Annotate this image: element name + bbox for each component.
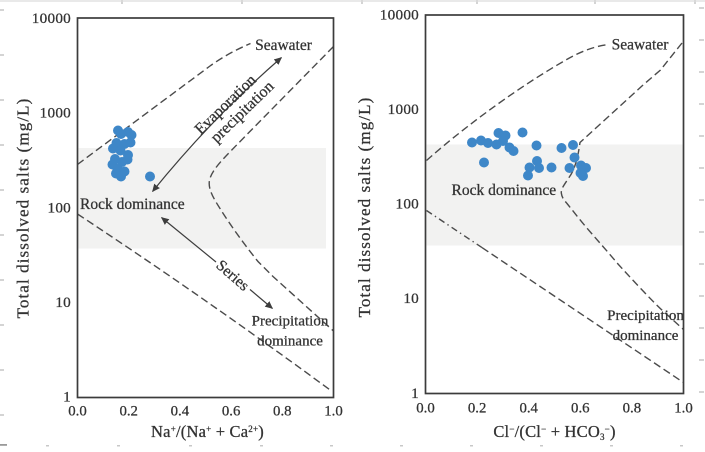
svg-text:0.4: 0.4 — [171, 404, 190, 420]
svg-text:10000: 10000 — [380, 7, 419, 24]
svg-text:10: 10 — [55, 294, 71, 311]
svg-text:10000: 10000 — [32, 10, 71, 27]
svg-text:1: 1 — [63, 389, 71, 406]
svg-text:1.0: 1.0 — [324, 404, 343, 420]
svg-text:Na+/(Na+ + Ca2+): Na+/(Na+ + Ca2+) — [151, 422, 264, 441]
svg-text:0.4: 0.4 — [519, 400, 538, 416]
svg-text:1: 1 — [411, 385, 419, 402]
svg-text:10: 10 — [403, 290, 419, 307]
svg-text:0.8: 0.8 — [623, 400, 642, 416]
svg-text:dominance: dominance — [257, 334, 323, 350]
svg-text:0.8: 0.8 — [273, 404, 292, 420]
svg-text:0.2: 0.2 — [468, 400, 487, 416]
svg-text:Rock dominance: Rock dominance — [80, 196, 185, 213]
svg-text:Seawater: Seawater — [255, 37, 313, 54]
svg-text:dominance: dominance — [613, 328, 679, 344]
svg-text:Series: Series — [213, 257, 253, 295]
svg-text:0.0: 0.0 — [68, 404, 87, 420]
svg-text:Total dissolved salts (mg/L): Total dissolved salts (mg/L) — [14, 98, 33, 319]
svg-text:0.6: 0.6 — [571, 400, 590, 416]
svg-text:0.2: 0.2 — [119, 404, 138, 420]
svg-text:100: 100 — [395, 196, 419, 213]
svg-text:Precipitation: Precipitation — [607, 308, 684, 324]
svg-text:Precipitation: Precipitation — [252, 314, 329, 330]
svg-text:0.0: 0.0 — [416, 400, 435, 416]
svg-text:Rock dominance: Rock dominance — [452, 182, 557, 199]
svg-text:100: 100 — [47, 199, 71, 216]
svg-text:1000: 1000 — [40, 105, 72, 122]
svg-text:1000: 1000 — [388, 101, 420, 118]
svg-text:Cl−/(Cl− + HCO3−): Cl−/(Cl− + HCO3−) — [493, 422, 615, 442]
svg-text:1.0: 1.0 — [674, 400, 693, 416]
svg-text:Seawater: Seawater — [612, 36, 670, 53]
svg-text:Total dissolved salts (mg/L): Total dissolved salts (mg/L) — [355, 97, 374, 318]
svg-text:0.6: 0.6 — [222, 404, 241, 420]
